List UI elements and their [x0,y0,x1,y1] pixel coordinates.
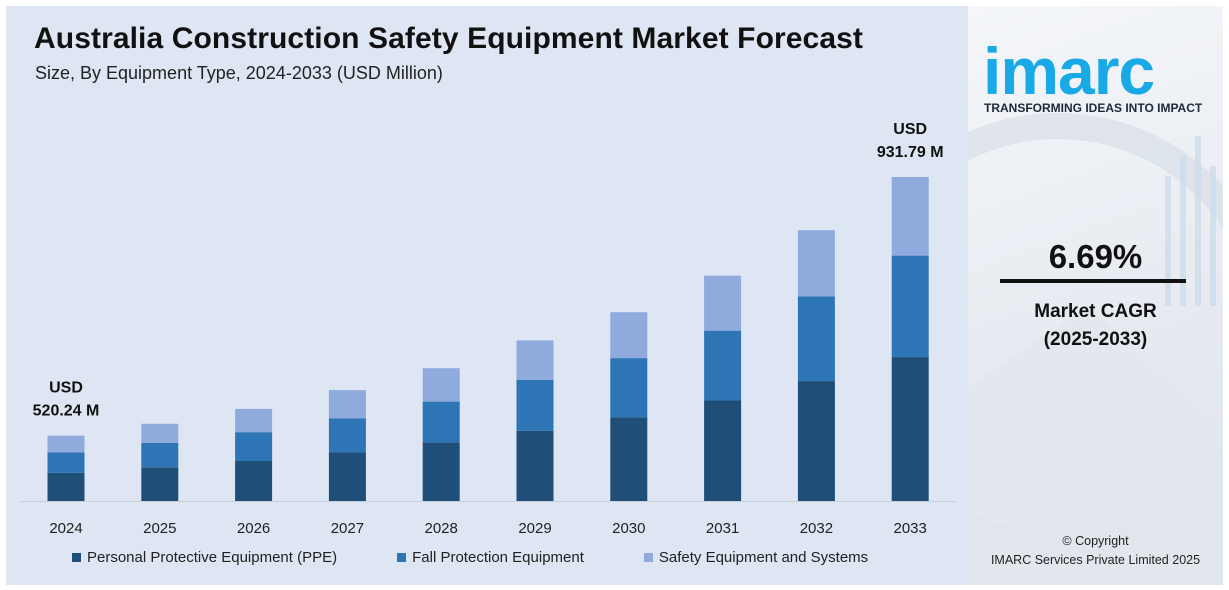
cagr-value: 6.69% [1048,238,1143,275]
x-tick-label-2033: 2033 [894,520,927,537]
copyright-line1: © Copyright [1062,534,1129,548]
cagr-label-line2: (2025-2033) [1043,329,1148,350]
bar-fall-protection-equipment-2033 [891,255,929,358]
bar-safety-equipment-and-systems-2029 [516,340,554,380]
legend: Personal Protective Equipment (PPE) Fall… [72,547,928,567]
legend-item-ppe: Personal Protective Equipment (PPE) [72,549,337,566]
cagr-label-line1: Market CAGR [1034,301,1157,322]
x-tick-label-2029: 2029 [518,520,551,537]
bar-personal-protective-equipment-ppe-2031 [704,400,742,501]
imarc-logo: imarc [983,34,1155,108]
x-tick-label-2031: 2031 [706,520,739,537]
bar-personal-protective-equipment-ppe-2032 [797,381,835,501]
bar-safety-equipment-and-systems-2032 [797,230,835,297]
bar-fall-protection-equipment-2027 [328,418,366,453]
bar-fall-protection-equipment-2029 [516,380,554,431]
legend-item-fall-protection: Fall Protection Equipment [397,549,584,566]
legend-swatch-fall-protection [397,552,407,562]
bar-fall-protection-equipment-2028 [422,401,460,443]
chart-subtitle: Size, By Equipment Type, 2024-2033 (USD … [35,63,443,83]
bar-personal-protective-equipment-ppe-2024 [47,472,85,501]
legend-swatch-safety-systems [643,552,653,562]
bar-safety-equipment-and-systems-2031 [704,275,742,331]
bar-personal-protective-equipment-ppe-2025 [141,467,179,501]
bar-safety-equipment-and-systems-2027 [328,390,366,419]
x-tick-label-2027: 2027 [331,520,364,537]
bar-fall-protection-equipment-2031 [704,330,742,401]
legend-item-safety-systems: Safety Equipment and Systems [643,548,869,566]
data-label-2024-line1: USD [49,380,83,397]
cagr-divider [1000,279,1186,283]
x-tick-label-2026: 2026 [237,520,270,537]
side-panel: imarc TRANSFORMING IDEAS INTO IMPACT 6.6… [968,6,1223,585]
bar-safety-equipment-and-systems-2026 [235,408,273,433]
bar-personal-protective-equipment-ppe-2030 [610,417,648,501]
x-tick-label-2028: 2028 [425,520,458,537]
data-label-2033-line1: USD [893,121,927,138]
bar-safety-equipment-and-systems-2030 [610,312,648,359]
legend-swatch-ppe [72,552,81,562]
bar-personal-protective-equipment-ppe-2028 [422,442,460,501]
bar-chart: 2024 2025 2026 2027 2028 2029 2030 2031 2032 2033… [20,121,956,537]
legend-label-safety-systems: Safety Equipment and Systems [658,548,869,566]
legend-label-fall-protection: Fall Protection Equipment [412,548,584,566]
bar-fall-protection-equipment-2032 [797,296,835,382]
x-tick-label-2032: 2032 [800,520,833,537]
data-label-2024-line2: 520.24 M [33,403,100,420]
bar-safety-equipment-and-systems-2025 [141,423,179,443]
bar-safety-equipment-and-systems-2028 [422,368,460,402]
bar-safety-equipment-and-systems-2033 [891,177,929,256]
bar-fall-protection-equipment-2025 [141,442,179,468]
bar-personal-protective-equipment-ppe-2026 [235,461,273,501]
bar-personal-protective-equipment-ppe-2029 [516,430,554,501]
copyright-line2: IMARC Services Private Limited 2025 [990,553,1201,567]
background-chart-graphic [968,113,1223,585]
bar-safety-equipment-and-systems-2024 [47,435,85,453]
bar-personal-protective-equipment-ppe-2027 [328,452,366,501]
bar-fall-protection-equipment-2030 [610,358,648,418]
chart-title: Australia Construction Safety Equipment … [34,22,864,55]
data-label-2033-line2: 931.79 M [877,144,944,161]
x-tick-label-2030: 2030 [612,520,645,537]
cagr-label: Market CAGR (2025-2033) [968,298,1223,354]
bar-personal-protective-equipment-ppe-2033 [891,357,929,501]
bar-fall-protection-equipment-2026 [235,432,273,462]
logo-tagline: TRANSFORMING IDEAS INTO IMPACT [984,101,1203,115]
x-tick-label-2024: 2024 [49,520,82,537]
chart-panel: Australia Construction Safety Equipment … [6,6,968,585]
copyright: © Copyright IMARC Services Private Limit… [968,532,1223,570]
legend-label-ppe: Personal Protective Equipment (PPE) [87,548,338,566]
x-tick-label-2025: 2025 [143,520,176,537]
bar-fall-protection-equipment-2024 [47,452,85,473]
